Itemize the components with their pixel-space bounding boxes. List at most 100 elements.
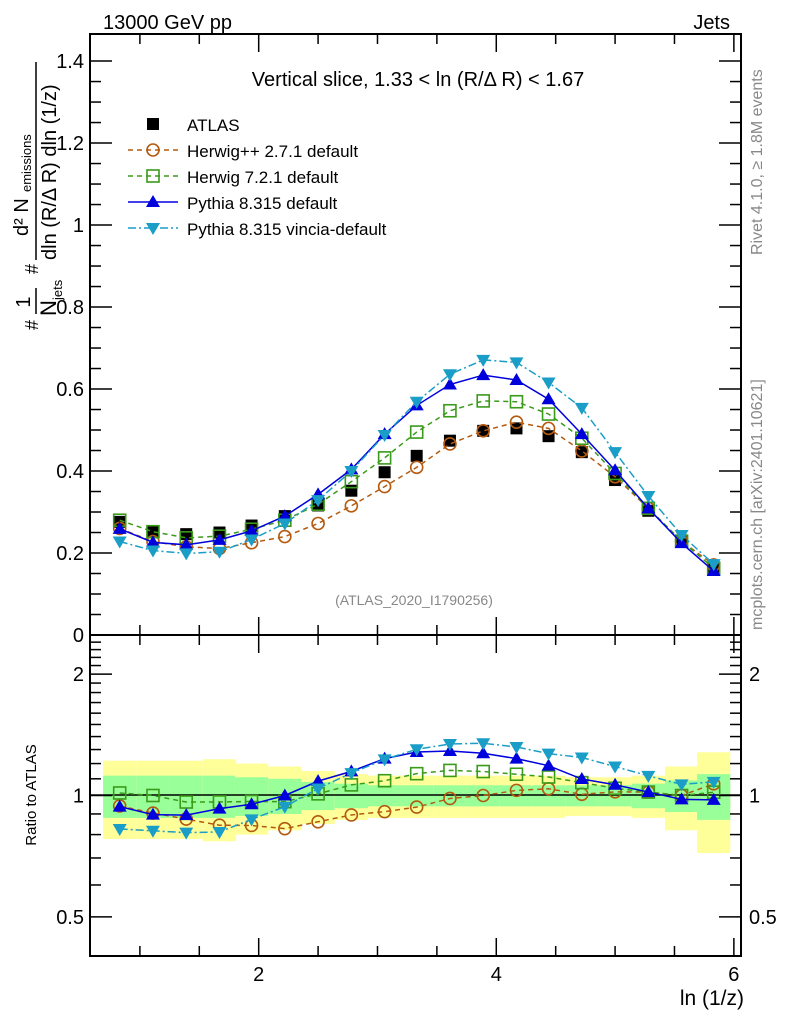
data-point (244, 523, 259, 536)
main-y-axis-label: # 1 N jets # d² N emissions dln (R/Δ R) … (11, 62, 65, 330)
ratio-point (112, 823, 127, 836)
ratio-point (244, 797, 259, 810)
ratio-y-tick-label: 2 (73, 664, 84, 686)
ratio-y-axis-label: Ratio to ATLAS (23, 744, 40, 845)
ratio-point (409, 800, 424, 814)
data-point (409, 460, 424, 475)
data-point (476, 394, 491, 408)
ratio-point (574, 752, 589, 765)
ratio-y-tick-label: 1 (73, 786, 84, 808)
ratio-point (112, 786, 127, 800)
legend-marker (146, 143, 160, 157)
data-point (311, 495, 326, 508)
ratio-point (641, 785, 656, 798)
legend-marker (146, 169, 160, 183)
data-point (574, 427, 589, 440)
header-right-label: Jets (693, 12, 730, 34)
data-point (344, 466, 359, 479)
data-point (377, 429, 392, 442)
data-point (344, 499, 359, 513)
data-point (443, 434, 456, 447)
ratio-point (608, 761, 623, 774)
ratio-point (706, 792, 721, 805)
data-point (608, 447, 623, 460)
x-axis-label: ln (1/z) (680, 987, 744, 1010)
x-tick-label: 6 (728, 964, 739, 986)
ratio-point (541, 758, 556, 771)
legend-label: Herwig++ 2.7.1 default (187, 142, 358, 161)
ratio-y-tick-label-right: 2 (749, 664, 760, 686)
legend-label: Pythia 8.315 vincia-default (187, 220, 387, 239)
ratio-point (509, 751, 524, 764)
data-point (409, 396, 424, 409)
series-herwig-7-2-1-default (112, 394, 721, 575)
legend-label: Pythia 8.315 default (187, 194, 338, 213)
x-tick-label: 4 (491, 964, 502, 986)
ratio-point (476, 764, 491, 779)
stat-uncertainty-band (400, 785, 434, 807)
data-point (244, 534, 259, 547)
data-point (574, 402, 589, 415)
rivet-version-label: Rivet 4.1.0, ≥ 1.8M events (749, 69, 766, 255)
ratio-point (674, 779, 689, 792)
main-plot-area: 0 0.2 0.4 0.6 0.8 1 1.2 1.4 (56, 33, 742, 647)
ratio-point (146, 788, 160, 803)
legend-marker (146, 195, 160, 207)
ratio-plot-area: 0.5 0.5 1 1 2 2 2 4 6 (56, 634, 777, 986)
ratio-point (641, 770, 656, 783)
y-label-hash2: # (22, 264, 42, 274)
ratio-point (112, 799, 127, 812)
data-point (278, 529, 292, 544)
data-point (212, 546, 227, 559)
y-label-prefix-den: N (36, 300, 61, 316)
x-tick-label: 2 (253, 964, 264, 986)
data-point (179, 537, 194, 550)
analysis-watermark: (ATLAS_2020_I1790256) (335, 592, 493, 608)
ratio-point (706, 776, 721, 789)
legend-item: Pythia 8.315 default (128, 194, 338, 213)
stat-uncertainty-band (565, 785, 599, 807)
data-point (443, 403, 457, 418)
data-point (277, 518, 292, 531)
ratio-point (311, 774, 326, 787)
ratio-line (119, 783, 714, 830)
data-point (146, 525, 159, 538)
ratio-point (344, 768, 359, 781)
ratio-point (574, 772, 589, 785)
ratio-point (277, 788, 292, 801)
legend-marker (146, 223, 160, 235)
ratio-point (608, 777, 623, 790)
legend-marker (147, 118, 159, 130)
ratio-point (476, 738, 491, 751)
ratio-point (476, 746, 491, 759)
ratio-point (212, 801, 227, 814)
data-point (145, 535, 160, 548)
ratio-point (344, 808, 359, 822)
ratio-point (674, 792, 689, 805)
ratio-point (443, 763, 457, 778)
data-point (378, 466, 391, 479)
legend-item: Herwig 7.2.1 default (128, 168, 338, 187)
legend-item: Herwig++ 2.7.1 default (128, 142, 358, 161)
ratio-point (145, 807, 160, 820)
stat-uncertainty-band (234, 777, 269, 816)
ratio-point (509, 767, 524, 782)
data-point (509, 357, 524, 370)
y-tick-label: 0.8 (56, 297, 84, 319)
ratio-point (277, 801, 292, 814)
data-point (641, 491, 656, 504)
data-point (476, 368, 491, 381)
data-point (409, 425, 424, 439)
y-tick-label: 0.6 (56, 379, 84, 401)
data-point (112, 536, 127, 549)
ratio-y-tick-label-right: 0.5 (749, 907, 777, 929)
plot-title: Vertical slice, 1.33 < ln (R/Δ R) < 1.67 (252, 69, 584, 91)
y-tick-label: 0 (73, 625, 84, 647)
ratio-point (377, 773, 392, 788)
ratio-point (509, 783, 524, 798)
ratio-point (145, 825, 160, 838)
stat-uncertainty-band (433, 785, 467, 807)
ratio-point (179, 808, 194, 821)
ratio-point (212, 826, 227, 839)
